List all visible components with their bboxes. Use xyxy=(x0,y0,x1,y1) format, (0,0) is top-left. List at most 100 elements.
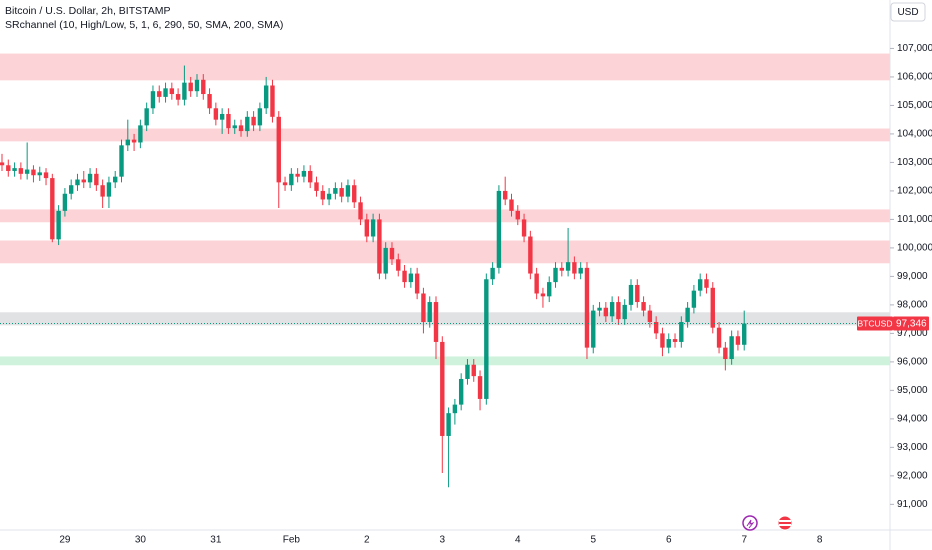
candle-body xyxy=(245,116,250,132)
candle-body xyxy=(131,139,137,143)
candle-body xyxy=(735,336,741,345)
y-tick-label: 107,000 xyxy=(897,43,932,54)
candle-body xyxy=(521,219,527,237)
candle-body xyxy=(603,307,609,317)
candle-body xyxy=(358,202,363,220)
candle-body xyxy=(125,139,130,146)
indicator-label: SRchannel (10, High/Low, 5, 1, 6, 290, 5… xyxy=(5,19,283,31)
price-tag-box xyxy=(893,316,929,331)
y-tick-label: 95,000 xyxy=(897,385,928,396)
x-tick-label: Feb xyxy=(283,535,301,546)
candle-body xyxy=(446,413,451,436)
candle-body xyxy=(339,188,344,197)
y-tick-label: 105,000 xyxy=(897,100,932,111)
candle-body xyxy=(396,259,401,271)
event-icon-glyph xyxy=(746,519,755,529)
sr-band xyxy=(0,128,890,142)
x-tick-label: 30 xyxy=(135,535,147,546)
event-icons xyxy=(742,515,793,531)
candle-body xyxy=(87,173,93,183)
y-tick-label: 106,000 xyxy=(897,72,932,83)
candle-body xyxy=(326,193,332,200)
candle-body xyxy=(94,173,99,186)
candle-body xyxy=(188,82,193,92)
candle-body xyxy=(50,178,55,240)
sr-band xyxy=(0,53,890,81)
candle-body xyxy=(565,262,571,271)
candle-body xyxy=(175,94,181,100)
candle-body xyxy=(496,190,502,268)
candle-body xyxy=(106,182,112,197)
candle-body xyxy=(251,116,256,126)
y-tick-label: 94,000 xyxy=(897,414,928,425)
x-tick-label: 29 xyxy=(59,535,71,546)
candle-body xyxy=(314,182,319,191)
candle-body xyxy=(729,336,734,360)
y-tick-label: 101,000 xyxy=(897,214,932,225)
candle-body xyxy=(333,188,338,194)
candle-body xyxy=(352,185,357,203)
candle-body xyxy=(440,341,445,436)
candle-body xyxy=(113,176,118,183)
event-icon-glyph xyxy=(779,524,791,526)
y-tick-label: 104,000 xyxy=(897,129,932,140)
candle-body xyxy=(509,199,514,211)
candle-body xyxy=(383,247,388,274)
candle-body xyxy=(584,267,590,348)
x-tick-label: 2 xyxy=(364,535,370,546)
x-tick-label: 3 xyxy=(440,535,446,546)
sr-band xyxy=(0,312,890,326)
currency-label[interactable]: USD xyxy=(897,7,918,18)
candle-body xyxy=(289,173,294,186)
candle-body xyxy=(716,327,722,348)
candle-body xyxy=(364,219,370,237)
candle-body xyxy=(144,108,149,126)
candle-body xyxy=(452,404,458,414)
candle-body xyxy=(320,190,325,200)
candle-body xyxy=(534,273,539,294)
candle-body xyxy=(81,179,86,183)
y-tick-label: 100,000 xyxy=(897,243,932,254)
candle-body xyxy=(301,170,307,177)
candle-body xyxy=(43,172,49,179)
candle-body xyxy=(616,302,621,320)
candle-body xyxy=(547,282,552,297)
price-tag-symbol-box xyxy=(857,316,893,331)
candle-body xyxy=(540,293,546,297)
candle-body xyxy=(433,302,439,342)
sr-band xyxy=(0,240,890,264)
candle-body xyxy=(24,169,30,174)
candle-body xyxy=(68,185,74,194)
candle-body xyxy=(427,302,432,322)
currency-button[interactable] xyxy=(890,2,926,22)
y-tick-label: 96,000 xyxy=(897,357,928,368)
candle-body xyxy=(37,172,42,176)
price-tag-symbol: BTCUSD xyxy=(858,318,893,328)
event-icon-glyph xyxy=(779,520,791,522)
x-tick-label: 5 xyxy=(590,535,596,546)
candle-body xyxy=(402,270,407,283)
candle-body xyxy=(276,116,281,183)
candle-body xyxy=(628,284,634,305)
candle-body xyxy=(559,267,565,271)
y-tick-label: 93,000 xyxy=(897,442,928,453)
candle-body xyxy=(503,190,508,200)
candle-body xyxy=(553,267,558,283)
candle-body xyxy=(270,85,275,117)
candle-body xyxy=(12,168,17,171)
candle-body xyxy=(742,323,747,345)
candle-body xyxy=(226,113,231,129)
candle-body xyxy=(75,179,80,186)
y-tick-label: 102,000 xyxy=(897,186,932,197)
candle-body xyxy=(471,364,476,377)
candle-body xyxy=(138,125,143,143)
candle-body xyxy=(201,79,206,95)
candle-body xyxy=(578,267,583,274)
candle-body xyxy=(182,82,187,100)
event-icon[interactable] xyxy=(777,515,793,531)
candle-body xyxy=(528,236,533,274)
candle-body xyxy=(660,333,665,348)
